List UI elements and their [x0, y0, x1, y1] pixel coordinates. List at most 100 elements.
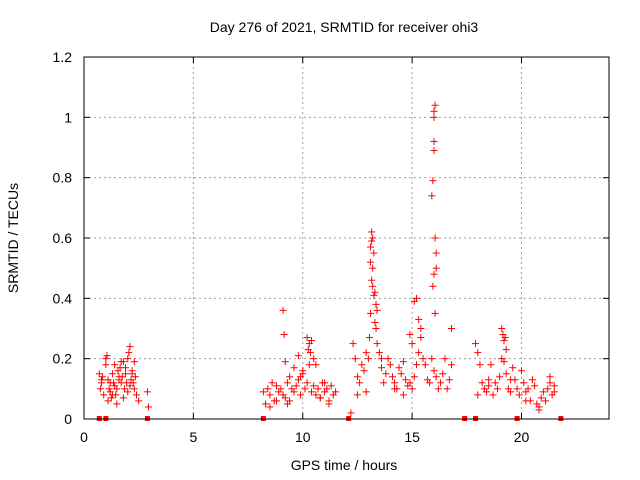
data-point [130, 385, 138, 393]
data-point [478, 379, 486, 387]
data-point [388, 373, 396, 381]
data-point [107, 394, 115, 402]
y-axis-label: SRMTID / TECUs [5, 183, 21, 293]
data-point [292, 382, 300, 390]
data-point [386, 361, 394, 369]
data-point [426, 379, 434, 387]
data-point [367, 243, 375, 251]
data-point [441, 355, 449, 363]
data-point [283, 400, 291, 408]
data-point [365, 334, 373, 342]
data-point [432, 249, 440, 257]
chart-title: Day 276 of 2021, SRMTID for receiver ohi… [210, 19, 479, 35]
data-point [102, 361, 110, 369]
data-point [378, 355, 385, 363]
data-point [120, 385, 128, 393]
data-point [128, 367, 136, 375]
data-point [259, 388, 267, 396]
data-point [544, 385, 552, 393]
data-point [367, 309, 375, 317]
data-point [125, 349, 133, 357]
data-point [126, 343, 134, 351]
data-point [437, 379, 445, 387]
data-point [281, 358, 289, 366]
data-point [391, 379, 399, 387]
data-point [432, 264, 440, 272]
data-point [117, 358, 125, 366]
data-point [100, 391, 108, 399]
data-point [518, 367, 525, 375]
y-tick-label: 0.6 [53, 230, 73, 246]
data-point [483, 388, 490, 396]
data-point [531, 382, 539, 390]
data-point [509, 364, 517, 372]
data-point [370, 249, 378, 257]
data-point [321, 379, 329, 387]
data-point [524, 385, 532, 393]
data-point [408, 385, 416, 393]
data-point [513, 385, 521, 393]
data-point [305, 361, 313, 369]
data-point [312, 391, 320, 399]
data-point [489, 391, 497, 399]
data-point [266, 391, 274, 399]
data-point [429, 282, 437, 290]
data-point [124, 355, 132, 363]
data-point [347, 409, 355, 417]
data-point [429, 177, 437, 185]
data-point [443, 385, 451, 393]
data-point [95, 370, 103, 378]
data-point [432, 373, 440, 381]
data-point [373, 340, 381, 348]
data-point [290, 364, 298, 372]
data-point [520, 379, 528, 387]
data-point [546, 373, 554, 381]
data-point [310, 355, 318, 363]
data-point [430, 367, 438, 375]
data-point [445, 376, 453, 384]
data-points [95, 101, 558, 417]
data-point [266, 403, 274, 411]
data-point [539, 388, 547, 396]
data-point [297, 373, 305, 381]
x-tick-label: 15 [404, 429, 420, 445]
data-point [129, 379, 137, 387]
data-point [122, 364, 130, 372]
data-point [290, 388, 298, 396]
data-point [428, 355, 436, 363]
axis-ticks: 0 0.2 0.4 0.6 0.8 1 1.2 0 5 10 15 20 [53, 49, 609, 445]
data-point [537, 394, 545, 402]
data-point [522, 397, 530, 405]
data-point [353, 373, 361, 381]
x-tick-label: 5 [189, 429, 197, 445]
x-tick-label: 20 [514, 429, 530, 445]
y-tick-label: 0.8 [53, 170, 73, 186]
data-point [303, 334, 311, 342]
data-point [264, 385, 272, 393]
data-point [434, 385, 442, 393]
data-point [487, 361, 495, 369]
data-point [367, 258, 375, 266]
data-point [498, 325, 506, 332]
data-point [99, 373, 107, 381]
data-point [493, 385, 501, 393]
data-point [113, 385, 121, 393]
data-point [283, 379, 291, 387]
data-point [135, 397, 143, 405]
data-point [399, 391, 407, 399]
data-point [113, 400, 121, 408]
data-point [353, 391, 361, 399]
data-point [448, 325, 455, 332]
data-point [413, 294, 420, 302]
data-point [294, 352, 302, 360]
data-point [474, 349, 482, 357]
data-point [122, 370, 130, 378]
data-point [369, 264, 377, 272]
data-point [102, 355, 110, 363]
data-point [277, 385, 285, 393]
data-point [312, 361, 320, 369]
data-point [542, 397, 550, 405]
data-point [382, 370, 390, 378]
data-point [546, 379, 554, 387]
x-axis-label: GPS time / hours [291, 457, 398, 473]
